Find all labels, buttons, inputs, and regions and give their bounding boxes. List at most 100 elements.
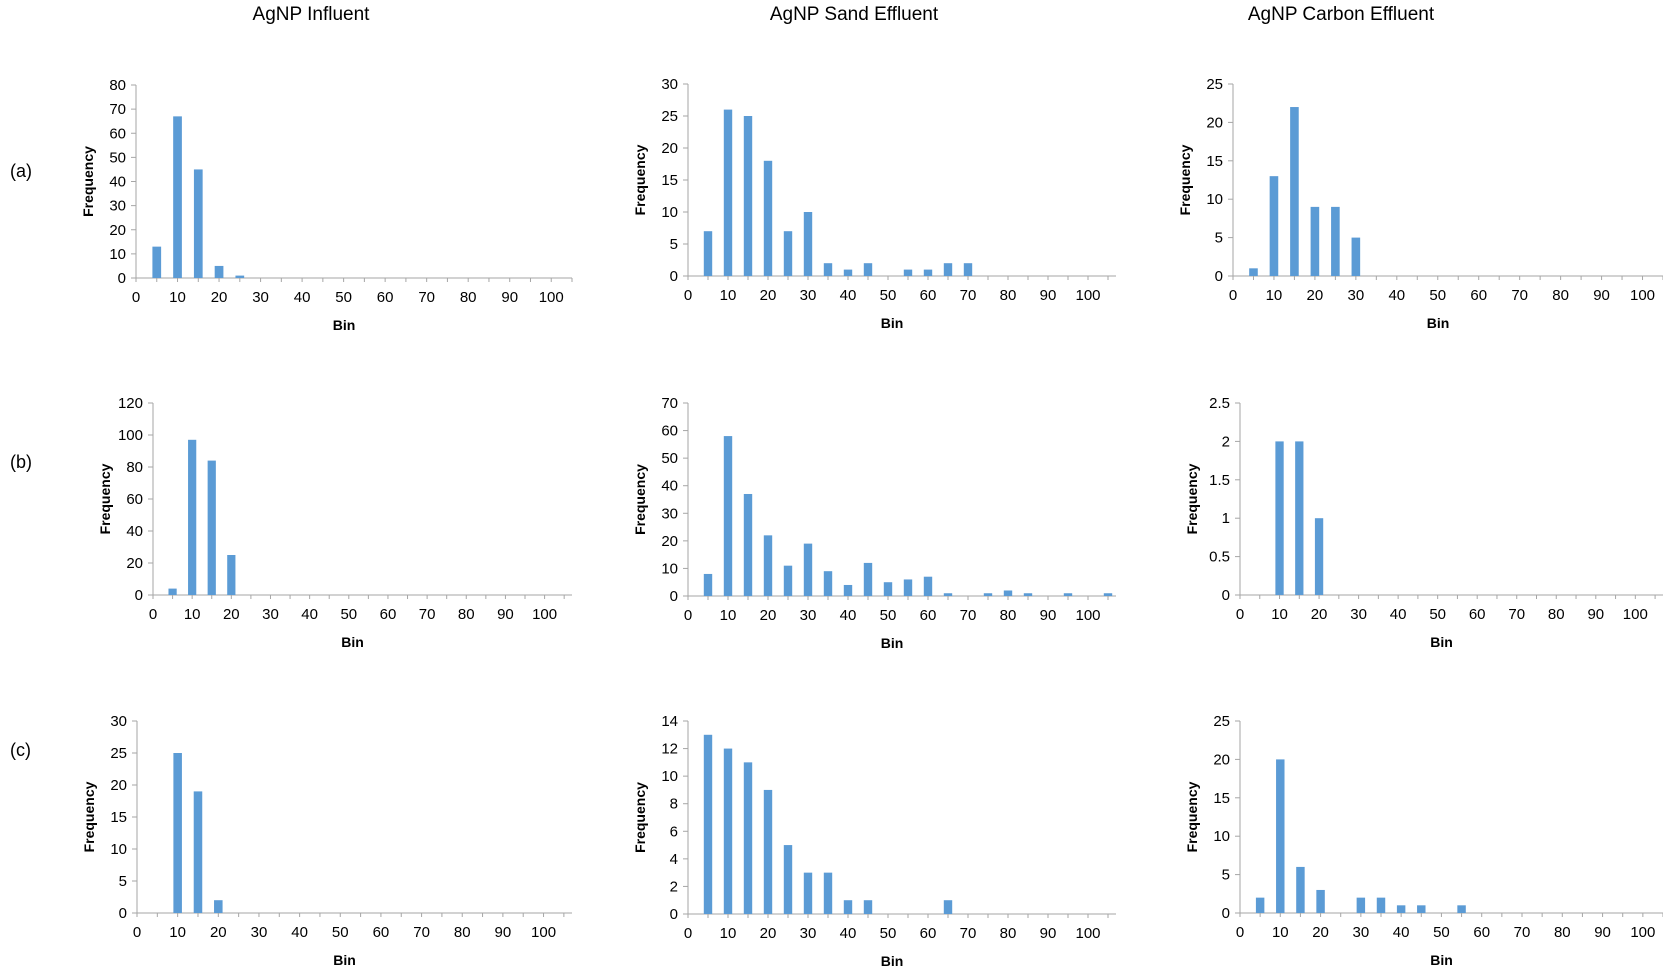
column-title-sand-effluent: AgNP Sand Effluent: [769, 4, 939, 25]
bar: [803, 543, 813, 596]
bar: [1417, 905, 1426, 913]
y-tick-label: 10: [661, 768, 678, 785]
y-tick-label: 0: [670, 588, 678, 605]
x-tick-label: 70: [413, 924, 430, 941]
bar: [1290, 107, 1299, 276]
x-axis-title: Bin: [1430, 634, 1453, 650]
x-tick-label: 60: [373, 924, 390, 941]
x-tick-label: 0: [132, 289, 140, 306]
x-tick-label: 50: [880, 287, 897, 304]
y-tick-label: 60: [109, 125, 126, 142]
bar: [703, 231, 713, 276]
y-axis-title: Frequency: [632, 782, 648, 853]
x-tick-label: 10: [1271, 606, 1288, 623]
x-tick-label: 50: [1429, 606, 1446, 623]
bar: [235, 275, 245, 278]
x-tick-label: 60: [920, 287, 937, 304]
bar: [763, 160, 773, 276]
x-tick-label: 40: [1390, 606, 1407, 623]
bar: [843, 900, 853, 914]
y-tick-label: 30: [109, 198, 126, 215]
y-tick-label: 80: [109, 77, 126, 94]
y-tick-label: 20: [110, 777, 127, 794]
y-tick-label: 14: [661, 713, 678, 730]
bar: [823, 263, 833, 276]
chart-c-carbon: 0 5 10 15 20 25 0 10 20 30 40 50 60 70 80 90 100 Bin Frequ…: [1184, 713, 1663, 968]
bar: [703, 573, 713, 596]
y-tick-label: 6: [670, 823, 678, 840]
bar: [863, 263, 873, 276]
bar: [227, 555, 236, 595]
x-tick-label: 20: [1312, 924, 1329, 941]
x-tick-label: 90: [1587, 606, 1604, 623]
x-tick-label: 40: [840, 925, 857, 942]
y-axis-title: Frequency: [632, 144, 648, 215]
bar: [1295, 441, 1304, 595]
y-tick-label: 15: [661, 172, 678, 189]
bar: [1275, 441, 1284, 595]
bar: [783, 845, 793, 914]
x-tick-label: 30: [1350, 606, 1367, 623]
x-tick-label: 0: [133, 924, 141, 941]
x-axis-title: Bin: [881, 635, 904, 651]
bar: [783, 231, 793, 276]
x-tick-label: 60: [920, 607, 937, 624]
y-tick-label: 25: [1213, 713, 1230, 730]
y-tick-label: 15: [110, 809, 127, 826]
bar: [723, 109, 733, 276]
x-tick-label: 100: [532, 606, 557, 623]
y-tick-label: 20: [1213, 751, 1230, 768]
x-tick-label: 40: [301, 606, 318, 623]
bar: [1310, 206, 1320, 276]
x-tick-label: 10: [720, 925, 737, 942]
x-tick-label: 10: [720, 607, 737, 624]
x-tick-label: 30: [262, 606, 279, 623]
y-tick-label: 40: [661, 478, 678, 495]
chart-b-sand: 0 10 20 30 40 50 60 70 0 10 20 30 40 50 60 70 80 90 100 Bin…: [632, 395, 1116, 651]
y-axis-title: Frequency: [81, 781, 97, 852]
x-tick-label: 10: [184, 606, 201, 623]
x-tick-label: 20: [760, 287, 777, 304]
x-tick-label: 70: [960, 925, 977, 942]
x-tick-label: 10: [720, 287, 737, 304]
row-label-c: (c): [10, 740, 31, 760]
x-tick-label: 60: [380, 606, 397, 623]
bar: [1103, 593, 1113, 596]
x-tick-label: 80: [1552, 287, 1569, 304]
x-tick-label: 10: [169, 289, 186, 306]
y-tick-label: 4: [670, 851, 678, 868]
y-tick-label: 2: [1222, 433, 1230, 450]
x-tick-label: 10: [1272, 924, 1289, 941]
x-tick-label: 90: [1040, 925, 1057, 942]
bar: [943, 900, 953, 914]
chart-a-influent: 0 10 20 30 40 50 60 70 80 0 10 20 30 40 50 60 70 80 90 100 B…: [80, 77, 573, 333]
x-tick-label: 60: [1469, 606, 1486, 623]
x-tick-label: 70: [960, 287, 977, 304]
x-tick-label: 0: [684, 925, 692, 942]
x-axis-title: Bin: [881, 315, 904, 331]
bar: [188, 439, 197, 595]
y-tick-label: 80: [126, 459, 143, 476]
chart-c-sand: 0 2 4 6 8 10 12 14 0 10 20 30 40 50 60 70 80 90 100 Bin Freq…: [632, 713, 1116, 969]
x-tick-label: 90: [1040, 607, 1057, 624]
y-tick-label: 40: [126, 523, 143, 540]
y-tick-label: 30: [110, 713, 127, 730]
x-tick-label: 20: [760, 607, 777, 624]
x-tick-label: 50: [340, 606, 357, 623]
x-tick-label: 30: [800, 287, 817, 304]
bar: [193, 169, 203, 278]
y-tick-label: 10: [1213, 828, 1230, 845]
y-tick-label: 120: [118, 395, 143, 412]
bar: [1063, 593, 1073, 596]
y-tick-label: 20: [126, 555, 143, 572]
x-tick-label: 90: [495, 924, 512, 941]
bar: [1276, 759, 1285, 913]
bar: [743, 493, 753, 596]
chart-b-influent: 0 20 40 60 80 100 120 0 10 20 30 40 50 60 70 80 90 100 Bin…: [97, 395, 572, 650]
y-tick-label: 5: [1222, 867, 1230, 884]
bar: [1255, 897, 1265, 913]
y-tick-label: 60: [661, 423, 678, 440]
y-tick-label: 10: [1206, 191, 1223, 208]
x-axis-title: Bin: [333, 952, 356, 968]
y-axis-title: Frequency: [1184, 781, 1200, 852]
